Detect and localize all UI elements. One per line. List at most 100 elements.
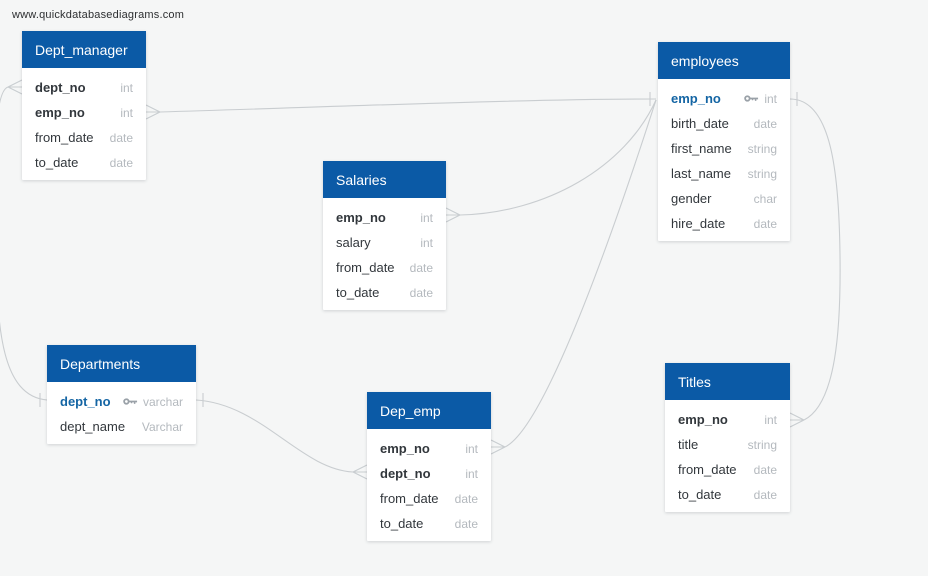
- field-row: last_name string: [658, 161, 790, 186]
- table-body: dept_no varchar dept_name Varchar: [47, 382, 196, 444]
- field-name: emp_no: [380, 441, 430, 456]
- table-header[interactable]: Departments: [47, 345, 196, 382]
- table-salaries[interactable]: Salaries emp_no int salary int from_date date…: [323, 161, 446, 310]
- relationship-dept-manager-departments: [0, 79, 48, 407]
- field-name: emp_no: [35, 105, 85, 120]
- table-title: Titles: [678, 373, 711, 390]
- field-type: int: [120, 105, 133, 120]
- field-name: from_date: [336, 260, 395, 275]
- field-row: dept_no int: [22, 75, 146, 100]
- relationship-dept-manager-employees: [145, 92, 657, 120]
- field-row: from_date date: [367, 486, 491, 511]
- field-type: int: [465, 441, 478, 456]
- field-type: date: [753, 462, 777, 477]
- table-body: emp_no int dept_no int from_date date to_date d…: [367, 429, 491, 541]
- field-row: gender char: [658, 186, 790, 211]
- field-type: date: [454, 491, 478, 506]
- field-row: dept_no int: [367, 461, 491, 486]
- key-icon: [123, 398, 138, 405]
- table-header[interactable]: Titles: [665, 363, 790, 400]
- field-name: emp_no: [671, 91, 721, 106]
- field-name: emp_no: [336, 210, 386, 225]
- field-type: date: [109, 130, 133, 145]
- relationship-salaries-employees: [445, 99, 657, 223]
- relationship-dep-emp-employees: [490, 99, 657, 455]
- field-type: int: [764, 91, 777, 106]
- field-type: date: [109, 155, 133, 170]
- table-header[interactable]: Dept_manager: [22, 31, 146, 68]
- field-name: from_date: [678, 462, 737, 477]
- field-row: from_date date: [22, 125, 146, 150]
- field-name: dept_name: [60, 419, 126, 434]
- table-header[interactable]: employees: [658, 42, 790, 79]
- table-header[interactable]: Salaries: [323, 161, 446, 198]
- table-titles[interactable]: Titles emp_no int title string from_date date…: [665, 363, 790, 512]
- table-header[interactable]: Dep_emp: [367, 392, 491, 429]
- field-row: first_name string: [658, 136, 790, 161]
- table-title: Dept_manager: [35, 41, 128, 58]
- field-row: emp_no int: [367, 436, 491, 461]
- field-type: varchar: [142, 394, 183, 409]
- field-row: to_date date: [367, 511, 491, 536]
- field-row: to_date date: [22, 150, 146, 175]
- field-type: int: [465, 466, 478, 481]
- field-type: string: [747, 166, 777, 181]
- field-name: to_date: [336, 285, 380, 300]
- table-departments[interactable]: Departments dept_no varchar dept_name Varch…: [47, 345, 196, 444]
- field-type: date: [753, 487, 777, 502]
- field-name: hire_date: [671, 216, 726, 231]
- field-row: to_date date: [665, 482, 790, 507]
- field-type: date: [409, 260, 433, 275]
- field-row: salary int: [323, 230, 446, 255]
- field-row: title string: [665, 432, 790, 457]
- field-name: from_date: [380, 491, 439, 506]
- table-employees[interactable]: employees emp_no int birth_date date first_n…: [658, 42, 790, 241]
- field-row: emp_no int: [665, 407, 790, 432]
- field-row: dept_name Varchar: [47, 414, 196, 439]
- field-name: to_date: [380, 516, 424, 531]
- field-type: int: [420, 210, 433, 225]
- table-title: Salaries: [336, 171, 387, 188]
- field-row: from_date date: [323, 255, 446, 280]
- field-name: salary: [336, 235, 371, 250]
- table-dept-manager[interactable]: Dept_manager dept_no int emp_no int from_dat…: [22, 31, 146, 180]
- field-row: dept_no varchar: [47, 389, 196, 414]
- field-row: to_date date: [323, 280, 446, 305]
- field-type: date: [753, 116, 777, 131]
- field-type: date: [409, 285, 433, 300]
- field-name: first_name: [671, 141, 732, 156]
- field-row: hire_date date: [658, 211, 790, 236]
- field-name: birth_date: [671, 116, 729, 131]
- field-name: dept_no: [60, 394, 111, 409]
- field-name: last_name: [671, 166, 731, 181]
- field-type: int: [420, 235, 433, 250]
- field-type: int: [120, 80, 133, 95]
- watermark: www.quickdatabasediagrams.com: [12, 9, 185, 21]
- field-name: title: [678, 437, 699, 452]
- field-type: date: [454, 516, 478, 531]
- field-name: dept_no: [35, 80, 86, 95]
- relationship-titles-employees: [789, 92, 841, 428]
- field-row: emp_no int: [658, 86, 790, 111]
- field-type: int: [764, 412, 777, 427]
- field-name: to_date: [678, 487, 722, 502]
- table-body: dept_no int emp_no int from_date date to_date d…: [22, 68, 146, 180]
- field-row: from_date date: [665, 457, 790, 482]
- field-name: to_date: [35, 155, 79, 170]
- table-body: emp_no int salary int from_date date to_date da…: [323, 198, 446, 310]
- table-body: emp_no int birth_date date first_name string l…: [658, 79, 790, 241]
- field-type: string: [747, 437, 777, 452]
- key-icon: [744, 95, 759, 102]
- field-row: emp_no int: [22, 100, 146, 125]
- relationship-dep-emp-departments: [195, 393, 368, 480]
- field-type: string: [747, 141, 777, 156]
- table-title: employees: [671, 52, 739, 69]
- table-dep-emp[interactable]: Dep_emp emp_no int dept_no int from_date date…: [367, 392, 491, 541]
- table-title: Departments: [60, 355, 141, 372]
- field-type: date: [753, 216, 777, 231]
- field-name: dept_no: [380, 466, 431, 481]
- field-name: emp_no: [678, 412, 728, 427]
- table-body: emp_no int title string from_date date to_date…: [665, 400, 790, 512]
- field-row: birth_date date: [658, 111, 790, 136]
